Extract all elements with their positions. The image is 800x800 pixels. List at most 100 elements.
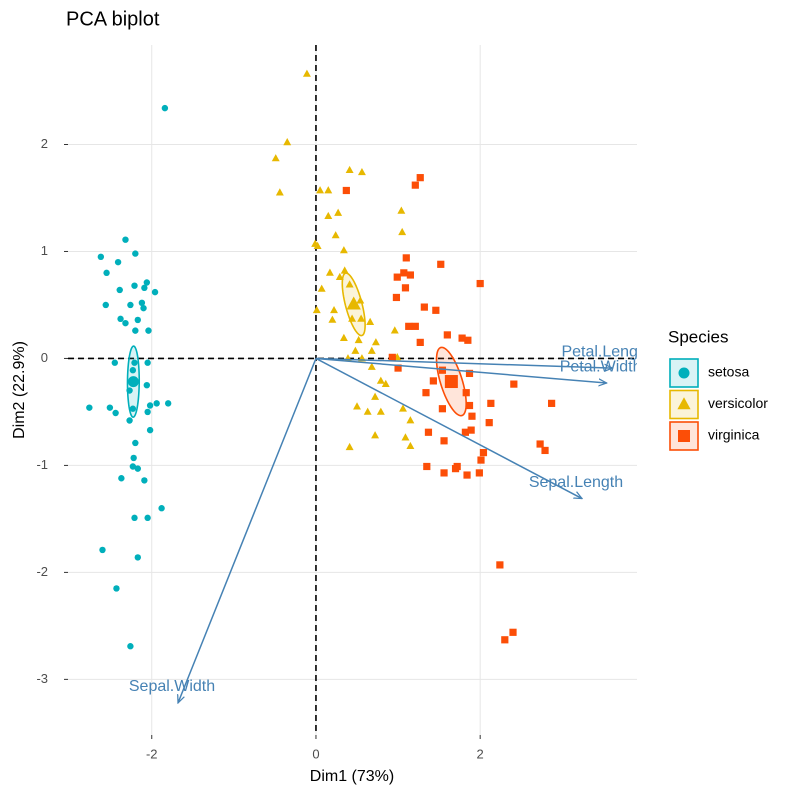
point: [144, 359, 151, 366]
point: [131, 359, 138, 366]
point: [465, 369, 474, 378]
point: [406, 271, 414, 279]
point: [463, 471, 471, 479]
point: [146, 402, 154, 409]
point: [536, 440, 544, 448]
point: [422, 389, 430, 397]
point: [330, 305, 338, 314]
point: [151, 288, 159, 296]
point: [416, 174, 424, 182]
point: [401, 433, 410, 441]
point: [345, 442, 354, 451]
point: [129, 367, 137, 374]
legend-key[interactable]: [669, 358, 699, 388]
point: [451, 465, 460, 473]
point: [161, 104, 169, 112]
point: [106, 404, 114, 411]
point: [496, 561, 504, 569]
x-axis-label: Dim1 (73%): [310, 768, 394, 785]
point: [411, 181, 419, 189]
point: [132, 439, 139, 447]
point: [356, 296, 365, 304]
point: [127, 643, 134, 650]
point: [275, 188, 284, 196]
point: [397, 206, 406, 214]
point: [462, 389, 470, 397]
point: [401, 284, 410, 292]
point: [541, 446, 549, 455]
point: [111, 359, 119, 366]
y-axis-label: Dim2 (22.9%): [11, 341, 28, 439]
group-mean: [127, 376, 139, 388]
point: [113, 585, 120, 592]
point: [477, 456, 485, 464]
point: [420, 303, 428, 311]
point: [424, 428, 433, 436]
point: [467, 426, 475, 434]
point: [328, 315, 337, 323]
y-tick-label: 1: [41, 243, 48, 258]
point: [97, 253, 105, 261]
point: [118, 475, 125, 482]
point: [144, 514, 151, 522]
point: [145, 327, 152, 334]
x-tick-label: 0: [312, 746, 319, 761]
group-mean: [346, 296, 361, 310]
point: [144, 408, 151, 416]
point: [131, 282, 138, 289]
legend-marker: [677, 397, 691, 410]
legend-label[interactable]: setosa: [708, 364, 749, 380]
point: [122, 236, 129, 243]
legend-title: Species: [668, 327, 728, 346]
point: [399, 404, 407, 412]
point: [411, 322, 419, 330]
legend-label[interactable]: versicolor: [708, 395, 768, 411]
point: [86, 404, 93, 411]
point: [334, 208, 343, 216]
variable-label: Petal.Length: [561, 343, 651, 360]
point: [363, 407, 372, 415]
point: [371, 392, 380, 400]
point: [132, 250, 139, 257]
point: [392, 293, 401, 302]
point: [366, 317, 375, 325]
point: [271, 154, 280, 162]
point: [388, 353, 396, 361]
group-mean: [444, 375, 458, 389]
y-tick-label: 0: [41, 350, 48, 365]
point: [114, 258, 122, 266]
point: [342, 186, 350, 195]
variable-arrow: [178, 358, 317, 702]
point: [324, 186, 333, 194]
point: [325, 268, 334, 276]
point: [122, 319, 129, 327]
point: [381, 379, 390, 387]
point: [423, 462, 431, 471]
point: [390, 326, 399, 334]
point: [400, 269, 408, 277]
point: [479, 448, 488, 457]
point: [438, 366, 447, 374]
point: [112, 409, 119, 417]
point: [131, 514, 138, 522]
point: [99, 546, 106, 554]
point: [376, 407, 385, 415]
point: [485, 419, 493, 427]
grid: -2 0 2 -3 -2 -1 0 1 2: [36, 45, 637, 761]
legend-label[interactable]: virginica: [708, 427, 760, 443]
point: [405, 322, 413, 330]
point: [406, 416, 415, 424]
point: [345, 165, 354, 174]
point: [376, 376, 385, 384]
point: [141, 284, 148, 292]
point: [357, 314, 366, 322]
point: [345, 280, 354, 288]
point: [283, 138, 292, 146]
point: [371, 338, 380, 346]
point: [357, 167, 366, 176]
point: [129, 405, 137, 412]
variable-label: Petal.Width: [560, 358, 642, 375]
point: [443, 331, 451, 339]
point: [371, 431, 380, 439]
